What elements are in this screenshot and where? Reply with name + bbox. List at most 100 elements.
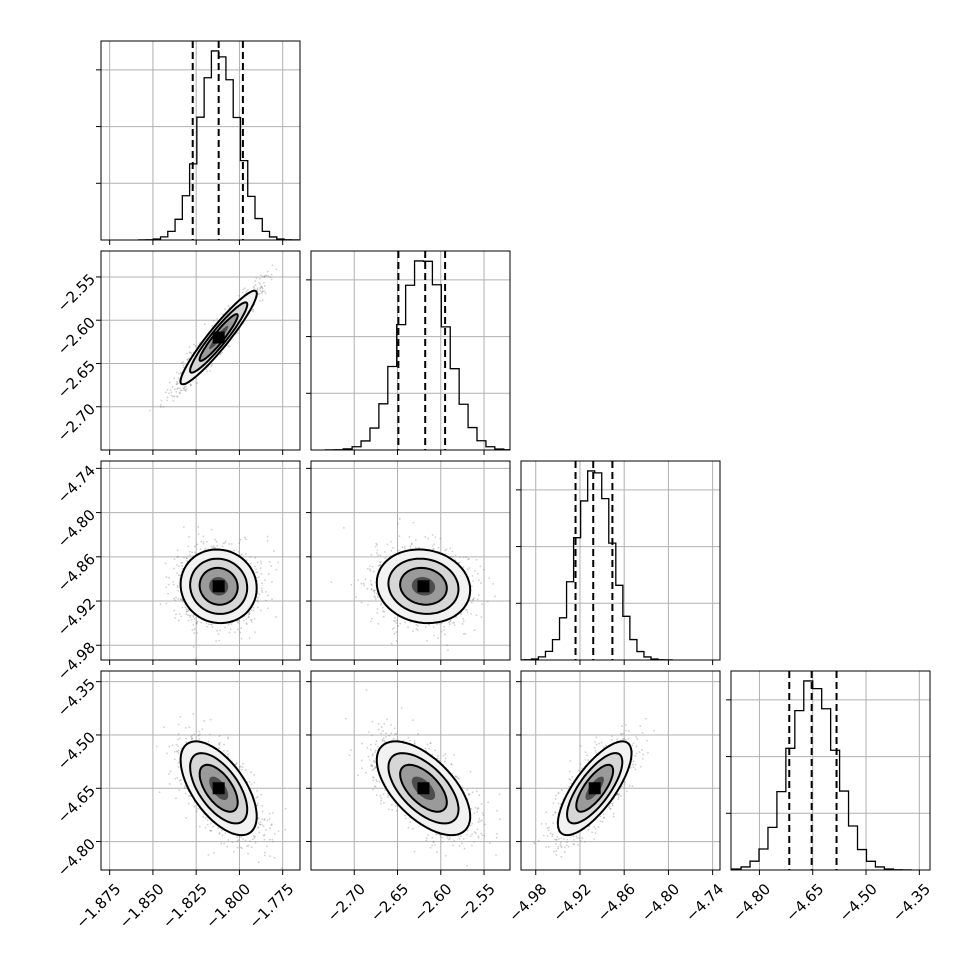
scatter-point — [493, 595, 496, 598]
scatter-point — [207, 854, 210, 856]
scatter-point — [402, 739, 405, 742]
panel-frame — [100, 460, 301, 661]
scatter-point — [450, 763, 453, 766]
scatter-point — [177, 619, 180, 622]
scatter-point — [350, 583, 353, 586]
scatter-point — [266, 819, 269, 822]
scatter-point — [374, 596, 377, 599]
scatter-point — [170, 394, 173, 397]
scatter-point — [173, 395, 176, 397]
scatter-point — [176, 776, 179, 779]
scatter-point — [360, 582, 363, 585]
scatter-point — [165, 576, 168, 579]
scatter-point — [412, 521, 415, 524]
scatter-point — [259, 274, 262, 277]
scatter-point — [174, 617, 177, 620]
scatter-point — [240, 768, 243, 771]
scatter-point — [412, 719, 414, 722]
contour-line — [387, 557, 460, 615]
scatter-point — [198, 733, 201, 736]
scatter-point — [264, 579, 266, 581]
scatter-point — [262, 834, 265, 837]
scatter-point — [254, 280, 257, 282]
scatter-point — [273, 832, 276, 835]
scatter-point — [376, 552, 378, 555]
scatter-point — [182, 364, 185, 367]
scatter-point — [368, 759, 371, 761]
scatter-point — [259, 823, 262, 826]
scatter-point — [180, 562, 183, 564]
scatter-point — [176, 584, 179, 587]
scatter-point — [393, 727, 396, 730]
scatter-point — [191, 734, 194, 737]
scatter-point — [404, 621, 407, 624]
scatter-point — [178, 392, 181, 394]
scatter-point — [380, 561, 382, 564]
scatter-point — [254, 841, 257, 844]
scatter-point — [179, 389, 182, 392]
scatter-point — [473, 570, 476, 572]
scatter-point — [175, 743, 178, 746]
scatter-point — [443, 625, 446, 628]
scatter-point — [372, 589, 375, 592]
scatter-point — [211, 324, 214, 327]
scatter-point — [471, 833, 474, 836]
histogram-panel — [96, 40, 301, 245]
scatter-point — [194, 657, 197, 659]
scatter-point — [448, 621, 450, 624]
scatter-point — [172, 583, 175, 586]
scatter-point — [252, 606, 255, 609]
scatter-point — [148, 409, 151, 412]
scatter-point — [202, 816, 204, 818]
scatter-point — [260, 793, 263, 796]
scatter-point — [181, 564, 184, 567]
scatter-point — [414, 539, 417, 541]
scatter-point — [377, 745, 379, 748]
scatter-point — [243, 619, 245, 622]
scatter-point — [393, 632, 396, 635]
scatter-point — [398, 535, 401, 538]
scatter-point — [378, 780, 381, 783]
scatter-point — [175, 371, 178, 374]
scatter-point — [284, 828, 287, 831]
scatter-point — [244, 839, 247, 842]
panel-frame — [520, 460, 721, 661]
scatter-point — [476, 572, 479, 575]
scatter-point — [261, 823, 264, 826]
scatter-point — [223, 842, 226, 845]
scatter-point — [221, 351, 224, 354]
scatter-point — [245, 552, 247, 555]
scatter-point — [234, 631, 236, 634]
scatter-point — [188, 726, 191, 729]
scatter-point — [166, 752, 168, 755]
scatter-point — [176, 564, 178, 566]
scatter-point — [168, 745, 171, 748]
scatter-point — [192, 624, 195, 626]
scatter-point — [226, 749, 229, 752]
scatter-point — [256, 789, 259, 792]
scatter-point — [370, 584, 373, 587]
scatter-point — [190, 618, 193, 621]
scatter-point — [255, 576, 258, 579]
scatter-point — [252, 308, 255, 311]
scatter-point — [241, 291, 244, 294]
scatter-point — [189, 616, 192, 619]
scatter-point — [424, 747, 427, 750]
scatter-point — [227, 623, 230, 626]
scatter-point — [462, 618, 465, 620]
scatter-point — [259, 277, 261, 280]
scatter-point — [175, 383, 178, 386]
scatter-point — [177, 761, 180, 764]
scatter-point — [184, 785, 186, 787]
scatter-point — [252, 835, 255, 837]
scatter-point — [416, 624, 419, 627]
scatter-point — [179, 371, 182, 374]
scatter-point — [177, 589, 180, 592]
scatter-point — [187, 609, 190, 612]
contour-line — [375, 548, 472, 625]
scatter-point — [172, 399, 175, 402]
scatter-point — [212, 851, 215, 854]
scatter-point — [424, 626, 427, 628]
scatter-point — [214, 538, 217, 541]
y-tick-label: −2.55 — [54, 270, 99, 315]
